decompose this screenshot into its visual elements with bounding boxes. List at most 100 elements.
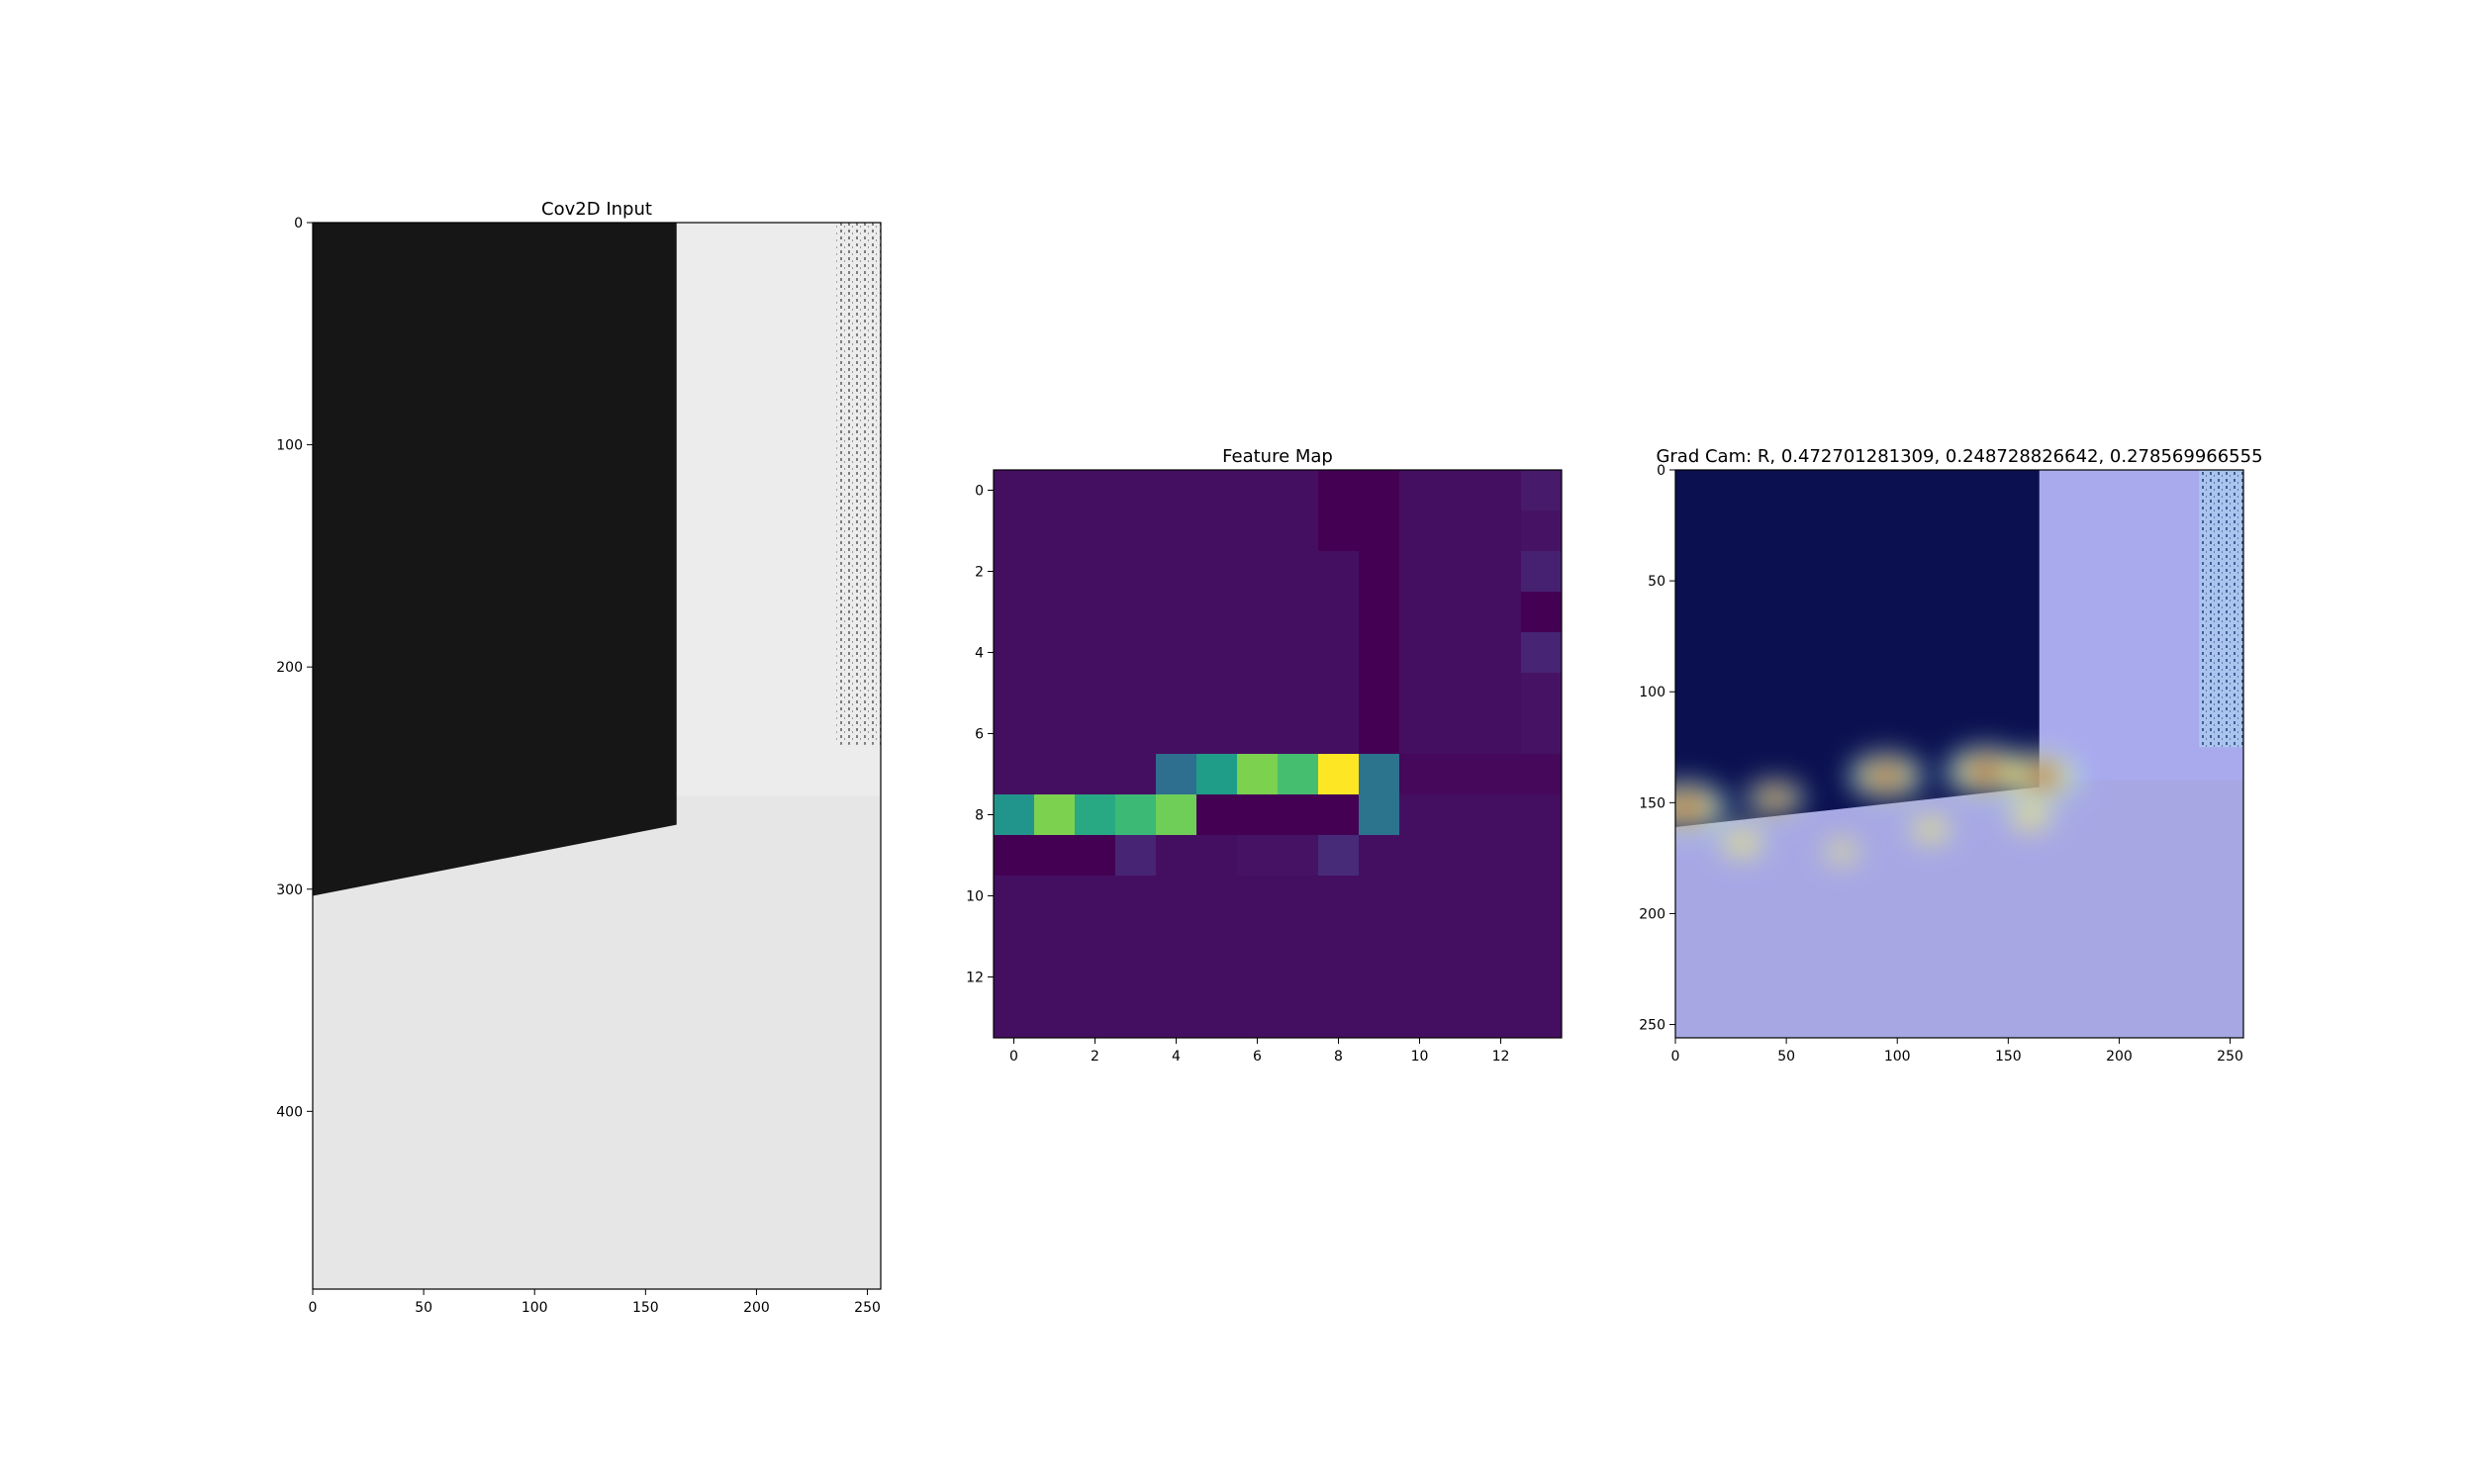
heatmap-cell [1521,835,1563,877]
heatmap-cell [1034,713,1076,755]
heatmap-cell [1237,957,1279,998]
heatmap-cell [1156,754,1197,795]
heatmap-cell [1359,957,1400,998]
heatmap-cell [1480,957,1522,998]
heatmap-cell [1237,632,1279,674]
heatmap-cell [1034,592,1076,633]
heatmap-cell [1521,957,1563,998]
x-tick-label: 150 [632,1300,659,1316]
heatmap-cell [1278,551,1319,593]
heatmap-cell [1318,470,1360,511]
heatmap-cell [1521,997,1563,1039]
heat-blob [1969,761,2003,782]
heatmap-cell [1278,673,1319,714]
heatmap-cell [1359,916,1400,958]
heatmap-cell [1115,673,1157,714]
x-tick-label: 200 [2106,1049,2133,1065]
heatmap-cell [1196,470,1238,511]
heatmap-cell [1115,794,1157,836]
heatmap-cell [1278,916,1319,958]
x-tick-label: 50 [415,1300,432,1316]
heatmap-cell [1399,916,1441,958]
y-tick-label: 50 [1648,574,1665,590]
y-tick-label: 10 [966,889,984,905]
heatmap-cell [1034,551,1076,593]
heatmap-cell [1399,673,1441,714]
heatmap-cell [1196,551,1238,593]
heatmap-cell [1196,957,1238,998]
heatmap-cell [1318,713,1360,755]
heatmap-cell [1237,592,1279,633]
heatmap-cell [1156,551,1197,593]
x-tick-label: 2 [1091,1049,1099,1065]
heat-blob [1726,832,1759,853]
heatmap-cell [1521,592,1563,633]
y-tick-label: 200 [276,660,303,676]
heatmap-cell [1480,470,1522,511]
heatmap-cell [1521,510,1563,552]
heatmap-cell [1075,916,1116,958]
heatmap-cell [1399,592,1441,633]
heatmap-cell [1156,835,1197,877]
y-tick-label: 400 [276,1104,303,1120]
heatmap-cell [1237,551,1279,593]
panel-title: Feature Map [1222,446,1333,467]
heatmap-cell [1237,997,1279,1039]
heatmap-cell [1440,470,1481,511]
heatmap-cell [1521,551,1563,593]
heatmap-cell [1359,754,1400,795]
heatmap-cell [1196,632,1238,674]
heatmap-cell [1480,916,1522,958]
heatmap-cell [994,632,1035,674]
heatmap-cell [1440,754,1481,795]
heatmap-cell [1196,794,1238,836]
panel-title: Grad Cam: R, 0.472701281309, 0.248728826… [1656,446,2262,467]
heatmap-cell [1034,997,1076,1039]
heatmap-cell [1318,916,1360,958]
heatmap-cell [1278,510,1319,552]
heatmap-cell [1318,510,1360,552]
heatmap-cell [1115,713,1157,755]
heatmap-cell [1359,876,1400,917]
heatmap-cell [1480,835,1522,877]
heatmap-cell [1075,713,1116,755]
heatmap-cell [1318,754,1360,795]
heatmap-cell [1156,713,1197,755]
x-tick-label: 250 [2217,1049,2243,1065]
heatmap-cell [1115,876,1157,917]
heatmap-cell [1237,754,1279,795]
heatmap-cell [1521,794,1563,836]
feature-map-panel: Feature Map 0 2 4 6 8 10 12 0 2 4 6 8 10 12 [966,446,1563,1065]
heatmap-cell [994,713,1035,755]
heatmap-cell [1034,673,1076,714]
x-tick-label: 8 [1334,1049,1343,1065]
heatmap-cell [1318,592,1360,633]
heat-blob [1675,796,1703,817]
heatmap-cell [1034,470,1076,511]
heatmap-cell [1440,835,1481,877]
heatmap-cell [1156,916,1197,958]
heatmap-cell [1156,997,1197,1039]
heatmap-cell [1075,673,1116,714]
heatmap-cell [994,592,1035,633]
grad-cam-overlay-image [1675,470,2243,1038]
heatmap-cell [1034,794,1076,836]
heatmap-cell [1359,592,1400,633]
speckle-texture [2199,470,2243,748]
x-axis-ticks: 0 2 4 6 8 10 12 [1009,1038,1509,1065]
heatmap-cell [1480,673,1522,714]
heat-blob [1829,843,1856,860]
heatmap-cell [1440,673,1481,714]
heatmap-cell [1156,632,1197,674]
heatmap-cell [994,957,1035,998]
heatmap-cell [1075,551,1116,593]
heatmap-cell [1318,551,1360,593]
heatmap-cell [1359,510,1400,552]
heatmap-cell [1115,997,1157,1039]
y-axis-ticks: 0 100 200 300 400 [276,216,313,1120]
x-axis-ticks: 0 50 100 150 200 250 [309,1289,881,1316]
heatmap-cell [1278,794,1319,836]
heatmap-cell [1278,470,1319,511]
heatmap-cell [1480,713,1522,755]
